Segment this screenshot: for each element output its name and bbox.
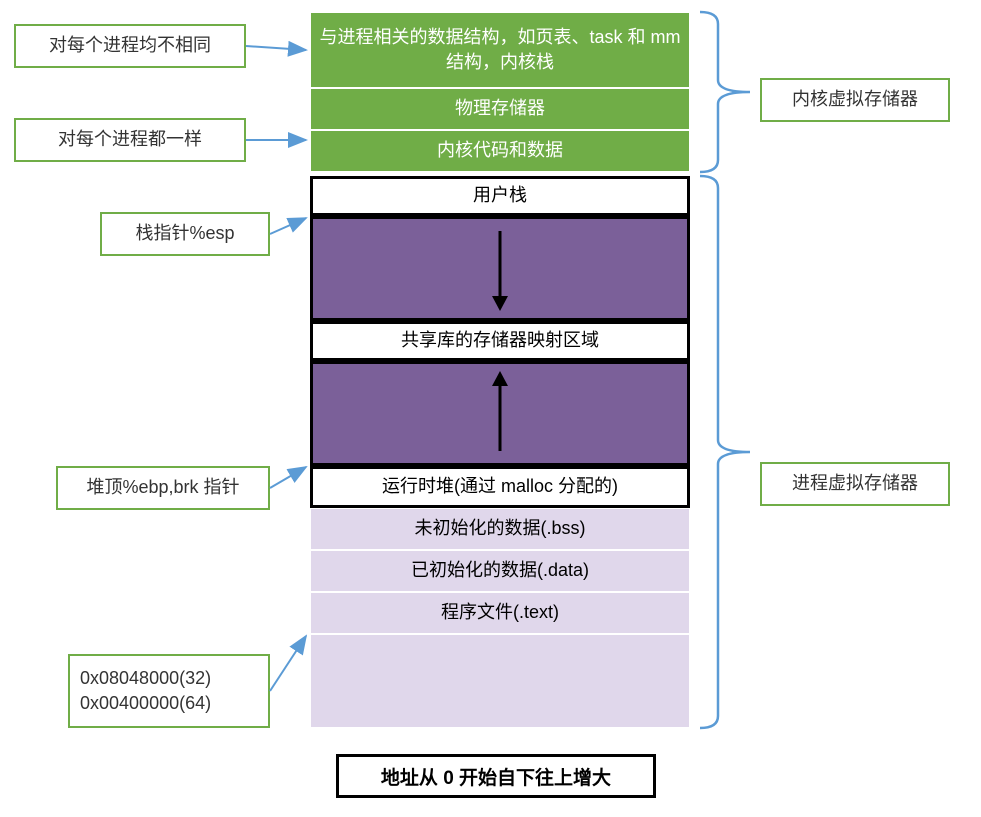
left-arrows	[0, 0, 981, 817]
caption-text: 地址从 0 开始自下往上增大	[381, 763, 611, 790]
left-arrow-3	[270, 467, 306, 488]
caption: 地址从 0 开始自下往上增大	[336, 754, 656, 798]
left-arrow-4	[270, 636, 306, 691]
left-arrow-0	[246, 46, 306, 50]
left-arrow-2	[270, 218, 306, 234]
